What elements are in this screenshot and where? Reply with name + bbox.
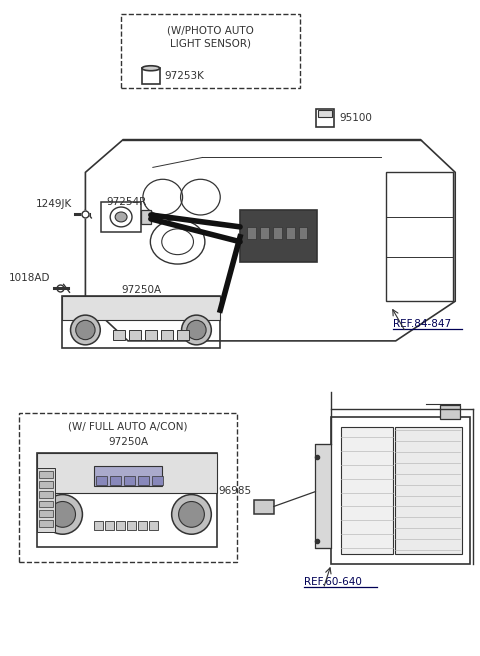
Bar xyxy=(19,413,237,562)
Bar xyxy=(177,330,189,340)
Ellipse shape xyxy=(172,495,211,534)
Bar xyxy=(37,468,55,532)
Bar xyxy=(138,476,149,485)
Ellipse shape xyxy=(187,320,206,340)
Bar xyxy=(113,330,125,340)
Ellipse shape xyxy=(76,320,95,340)
Bar xyxy=(247,227,256,239)
Text: 97250A: 97250A xyxy=(108,437,148,447)
Bar xyxy=(299,227,308,239)
Text: 95100: 95100 xyxy=(339,113,372,123)
Bar xyxy=(110,476,121,485)
Text: 97254R: 97254R xyxy=(106,197,146,207)
Text: (W/PHOTO AUTO
LIGHT SENSOR): (W/PHOTO AUTO LIGHT SENSOR) xyxy=(167,26,254,49)
Bar xyxy=(95,466,162,485)
Bar xyxy=(37,453,217,547)
Bar xyxy=(39,481,53,487)
Bar xyxy=(240,210,317,262)
Bar xyxy=(145,330,157,340)
Bar xyxy=(318,110,332,117)
Bar xyxy=(121,14,300,88)
Bar xyxy=(152,476,163,485)
Bar xyxy=(39,471,53,478)
Text: (W/ FULL AUTO A/CON): (W/ FULL AUTO A/CON) xyxy=(68,421,188,431)
Bar xyxy=(286,227,295,239)
Bar xyxy=(254,499,274,514)
Bar xyxy=(149,522,158,530)
Bar xyxy=(331,417,470,564)
Bar xyxy=(386,173,453,301)
Ellipse shape xyxy=(43,495,83,534)
Text: 1249JK: 1249JK xyxy=(36,199,72,209)
Bar xyxy=(341,427,393,554)
Bar xyxy=(96,476,107,485)
Text: 1018AD: 1018AD xyxy=(9,274,51,283)
Bar xyxy=(61,297,220,320)
Text: REF.84-847: REF.84-847 xyxy=(393,319,451,329)
Bar xyxy=(39,520,53,527)
Ellipse shape xyxy=(142,66,160,71)
Bar xyxy=(124,476,135,485)
Bar xyxy=(142,68,160,84)
Bar xyxy=(316,109,334,127)
Text: 96985: 96985 xyxy=(219,485,252,495)
Text: 97250A: 97250A xyxy=(121,285,161,295)
Bar xyxy=(127,522,136,530)
Ellipse shape xyxy=(179,501,204,527)
Bar xyxy=(129,330,141,340)
Bar xyxy=(37,453,217,493)
Text: REF.60-640: REF.60-640 xyxy=(303,577,361,587)
Bar xyxy=(273,227,282,239)
Bar xyxy=(39,510,53,518)
Ellipse shape xyxy=(181,315,211,345)
Bar xyxy=(138,522,147,530)
Bar xyxy=(61,297,220,348)
Ellipse shape xyxy=(71,315,100,345)
Text: 97253K: 97253K xyxy=(165,71,204,81)
Bar xyxy=(105,522,114,530)
Bar xyxy=(95,522,103,530)
Bar xyxy=(315,444,331,548)
Ellipse shape xyxy=(115,212,127,222)
Bar xyxy=(39,491,53,497)
Bar xyxy=(101,202,141,232)
Bar xyxy=(39,501,53,508)
Bar xyxy=(161,330,173,340)
Bar xyxy=(116,522,125,530)
Bar xyxy=(141,210,151,224)
Ellipse shape xyxy=(50,501,75,527)
Bar xyxy=(395,427,462,554)
Bar xyxy=(440,405,460,419)
Bar xyxy=(260,227,269,239)
